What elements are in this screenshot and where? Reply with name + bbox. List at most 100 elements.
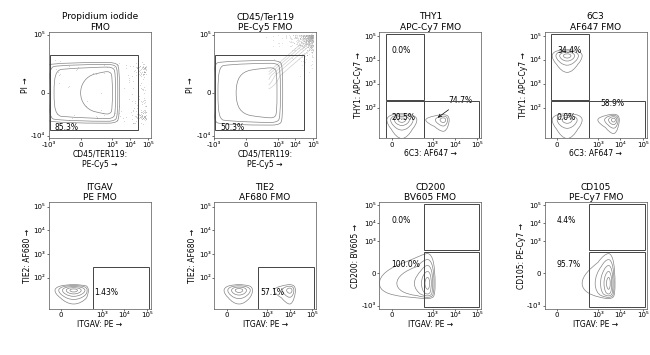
Point — [301, 38, 311, 44]
Bar — [551, 34, 589, 100]
Point — [301, 43, 311, 49]
Point — [296, 34, 307, 40]
Point — [304, 34, 315, 40]
Point — [305, 44, 315, 50]
Point — [306, 34, 316, 40]
Point — [307, 52, 317, 58]
Point — [301, 37, 311, 43]
Point — [307, 33, 317, 38]
Point — [296, 34, 306, 39]
Y-axis label: PI →: PI → — [186, 77, 195, 93]
Point — [126, 109, 136, 114]
Point — [305, 39, 315, 44]
Point — [307, 38, 317, 44]
Point — [306, 35, 316, 40]
Point — [49, 57, 60, 62]
Point — [130, 98, 140, 104]
Point — [129, 100, 140, 105]
Text: 58.9%: 58.9% — [601, 99, 625, 108]
Point — [297, 37, 307, 43]
Point — [304, 38, 314, 44]
Y-axis label: CD200: BV605 →: CD200: BV605 → — [351, 224, 360, 288]
Point — [304, 43, 314, 48]
Point — [293, 42, 304, 48]
Point — [96, 91, 107, 96]
Point — [304, 33, 315, 39]
Point — [294, 37, 304, 43]
Point — [138, 66, 148, 72]
Point — [132, 102, 142, 108]
Point — [287, 55, 298, 61]
Point — [136, 102, 147, 107]
Point — [291, 35, 301, 40]
Point — [306, 35, 317, 41]
Point — [304, 32, 314, 38]
Point — [136, 85, 146, 91]
Point — [140, 114, 151, 120]
Point — [307, 32, 318, 38]
Point — [291, 41, 301, 47]
Point — [306, 38, 317, 44]
Y-axis label: PI →: PI → — [21, 77, 30, 93]
Point — [307, 32, 318, 38]
Point — [119, 85, 129, 91]
Point — [137, 115, 148, 121]
Point — [307, 35, 318, 41]
Point — [294, 33, 304, 38]
Point — [306, 36, 317, 41]
Point — [140, 115, 151, 121]
Point — [138, 76, 148, 82]
Point — [294, 33, 304, 39]
Point — [304, 35, 314, 41]
Point — [300, 53, 310, 59]
Point — [298, 36, 309, 41]
Point — [307, 47, 318, 53]
Point — [64, 64, 74, 69]
Point — [303, 32, 313, 38]
Point — [306, 35, 316, 41]
Point — [302, 52, 312, 58]
Point — [51, 111, 62, 117]
Point — [138, 114, 149, 120]
Point — [307, 32, 317, 38]
Point — [298, 34, 308, 40]
Point — [306, 33, 317, 39]
Point — [294, 56, 304, 62]
Point — [127, 63, 138, 69]
Point — [137, 114, 148, 120]
Point — [303, 44, 313, 50]
Point — [307, 34, 318, 40]
Point — [307, 37, 317, 43]
Point — [306, 35, 316, 41]
Point — [138, 116, 148, 121]
Point — [307, 42, 318, 48]
Point — [285, 36, 296, 41]
Point — [133, 97, 143, 103]
Point — [300, 36, 311, 42]
Point — [140, 69, 150, 75]
Point — [302, 37, 313, 43]
Title: CD200
BV605 FMO: CD200 BV605 FMO — [404, 183, 456, 202]
Point — [304, 38, 315, 44]
Point — [102, 64, 112, 70]
Point — [301, 42, 311, 48]
Point — [135, 113, 146, 118]
Point — [307, 36, 318, 42]
Point — [304, 37, 315, 43]
Point — [294, 35, 305, 41]
Point — [307, 38, 318, 44]
Point — [119, 118, 129, 124]
Point — [307, 46, 317, 52]
Point — [124, 96, 135, 102]
Point — [305, 36, 315, 41]
Point — [135, 114, 145, 120]
Point — [139, 116, 150, 122]
Point — [135, 115, 146, 120]
Point — [296, 59, 307, 64]
Point — [138, 108, 148, 114]
Point — [297, 44, 307, 49]
X-axis label: CD45/TER119:
PE-Cy5 →: CD45/TER119: PE-Cy5 → — [72, 149, 127, 169]
Point — [287, 47, 298, 53]
Point — [305, 33, 315, 39]
Point — [296, 62, 307, 68]
